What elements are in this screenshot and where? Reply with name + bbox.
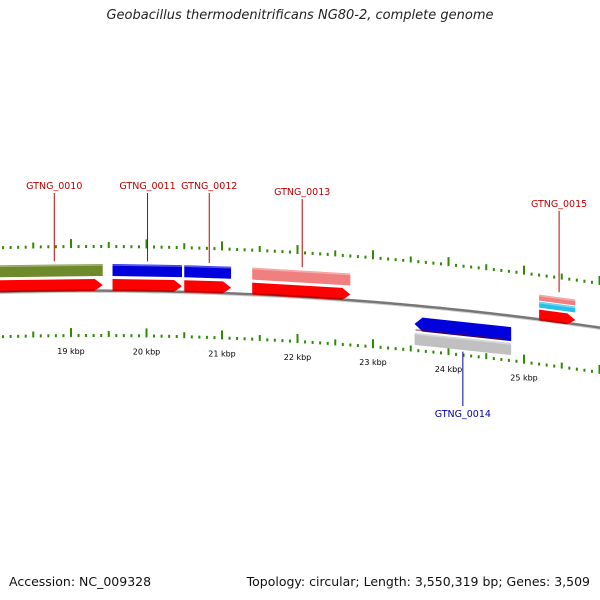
gene-GTNG_0012[interactable] — [184, 265, 232, 294]
cds-arrow-shadow — [253, 292, 343, 300]
gene-band-arrow — [414, 317, 512, 342]
gene-GTNG_0013[interactable] — [252, 267, 351, 300]
gene-GTNG_0011[interactable] — [112, 264, 182, 292]
kbp-tick-label: 25 kbp — [510, 374, 538, 383]
gene-label-gtng_0013[interactable]: GTNG_0013 — [274, 187, 330, 198]
kbp-tick-label: 20 kbp — [133, 347, 161, 356]
cds-arrow-shadow — [113, 289, 174, 292]
accession-text: Accession: NC_009328 — [9, 574, 152, 589]
label-layer: 19 kbp 20 kbp 21 kbp 22 kbp 23 kbp 24 kbp 25 k… — [26, 181, 587, 420]
backbone-highlight — [0, 291, 600, 330]
cds-arrow-shadow — [185, 290, 224, 294]
cds-arrow — [184, 280, 232, 294]
gene-layer — [0, 264, 576, 356]
gene-label-gtng_0014[interactable]: GTNG_0014 — [435, 409, 491, 420]
cds-arrow — [252, 282, 351, 300]
gene-band — [112, 264, 182, 278]
kbp-tick-label: 19 kbp — [57, 347, 85, 356]
gene-band — [252, 267, 351, 286]
gene-label-gtng_0010[interactable]: GTNG_0010 — [26, 181, 82, 192]
gene-band-secondary — [539, 301, 576, 313]
gene-band-shine — [0, 264, 103, 267]
gene-band-secondary-shine — [539, 301, 576, 309]
gene-band — [539, 294, 576, 306]
gene-band — [184, 265, 232, 279]
kbp-tick-label: 22 kbp — [284, 353, 312, 362]
gene-label-gtng_0015[interactable]: GTNG_0015 — [531, 199, 587, 210]
gene-band-grey — [414, 332, 512, 356]
gene-band — [0, 264, 103, 278]
cds-arrow — [112, 279, 182, 292]
gene-label-gtng_0012[interactable]: GTNG_0012 — [181, 181, 237, 192]
genome-title: Geobacillus thermodenitrificans NG80-2, … — [106, 8, 494, 23]
cds-arrow — [0, 279, 103, 293]
gene-GTNG_0015[interactable] — [539, 294, 576, 325]
kbp-tick-label: 24 kbp — [435, 365, 463, 374]
kbp-tick-label: 23 kbp — [359, 358, 387, 367]
tick-layer — [2, 239, 600, 374]
gene-label-gtng_0011[interactable]: GTNG_0011 — [119, 181, 175, 192]
cds-arrow-shadow — [539, 318, 568, 325]
topology-summary: Topology: circular; Length: 3,550,319 bp… — [246, 574, 590, 589]
gene-GTNG_0014[interactable] — [414, 317, 512, 356]
kbp-tick-label: 21 kbp — [208, 349, 236, 358]
gene-band-shine — [184, 265, 232, 269]
gene-band-shine — [539, 294, 576, 302]
gene-band-shine — [112, 264, 182, 267]
cds-arrow-shadow — [0, 289, 95, 293]
gene-band-arrow-shadow — [415, 329, 504, 340]
gene-band-grey-shine — [414, 333, 512, 345]
gene-GTNG_0010[interactable] — [0, 264, 103, 293]
gene-band-shine — [252, 267, 351, 276]
